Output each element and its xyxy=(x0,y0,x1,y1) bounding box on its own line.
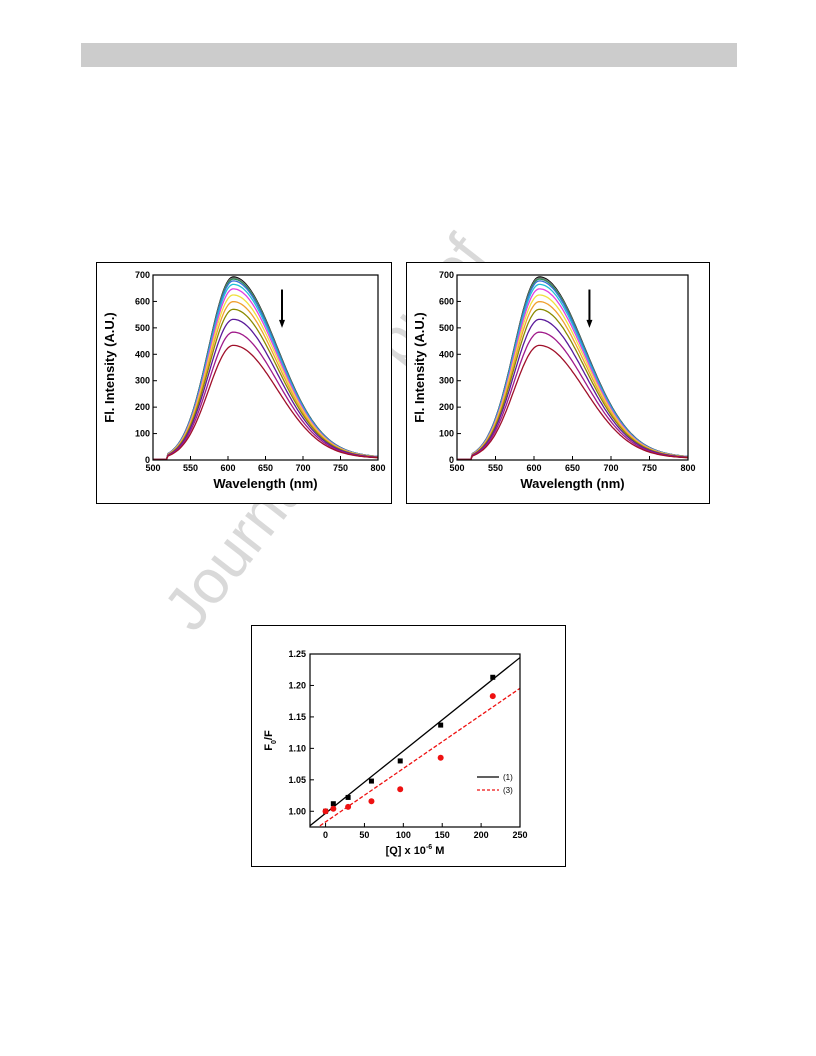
spectrum-chart-right: 500 550 600 650 700 750 800 0 100 200 300 400 500 600… xyxy=(406,262,710,504)
y-tick-label-700: 700 xyxy=(439,270,454,280)
y-tick-label-1.05: 1.05 xyxy=(288,775,306,785)
legend-label-0: (1) xyxy=(503,773,513,782)
spectrum-curve-10 xyxy=(153,331,379,461)
x-axis-title: Wavelength (nm) xyxy=(213,476,317,491)
y-axis-title: F0/F xyxy=(263,730,278,751)
spectrum-chart-left-svg: 500 550 600 650 700 750 800 0 100 200 300 400 500 600… xyxy=(102,270,386,491)
x-tick-label-750: 750 xyxy=(333,463,348,473)
y-tick-label-1.20: 1.20 xyxy=(288,680,306,690)
y-tick-label-400: 400 xyxy=(439,349,454,359)
y-tick-label-0: 0 xyxy=(449,455,454,465)
y-tick-label-200: 200 xyxy=(135,402,150,412)
fit-line-0 xyxy=(310,657,520,827)
y-tick-label-400: 400 xyxy=(135,349,150,359)
stern-volmer-chart: 0 50 100 150 200 250 1.00 1.05 1.10 1.15 1.20 1.25 [… xyxy=(251,625,566,867)
data-point-s0-6 xyxy=(490,674,496,680)
x-tick-label-100: 100 xyxy=(396,830,411,840)
y-tick-label-100: 100 xyxy=(135,429,150,439)
x-tick-label-500: 500 xyxy=(449,463,464,473)
x-tick-label-550: 550 xyxy=(488,463,503,473)
y-tick-label-1.10: 1.10 xyxy=(288,743,306,753)
x-tick-label-750: 750 xyxy=(642,463,657,473)
spectrum-curve-10 xyxy=(457,331,689,461)
x-tick-label-650: 650 xyxy=(258,463,273,473)
y-tick-label-1.25: 1.25 xyxy=(288,649,306,659)
y-axis-title: Fl. Intensity (A.U.) xyxy=(102,312,117,423)
decrease-arrow-head xyxy=(586,319,593,328)
fit-line-1 xyxy=(317,687,520,827)
y-tick-label-200: 200 xyxy=(439,402,454,412)
data-point-s0-1 xyxy=(330,801,336,807)
header-bar xyxy=(81,43,737,67)
y-tick-label-300: 300 xyxy=(135,376,150,386)
x-axis-title: Wavelength (nm) xyxy=(520,476,624,491)
spectrum-curve-9 xyxy=(457,318,689,461)
spectrum-curve-11 xyxy=(153,344,378,461)
data-point-s1-0 xyxy=(322,808,329,815)
x-tick-label-600: 600 xyxy=(220,463,235,473)
x-tick-label-550: 550 xyxy=(183,463,198,473)
y-axis-title: Fl. Intensity (A.U.) xyxy=(412,312,427,423)
x-tick-label-800: 800 xyxy=(370,463,385,473)
spectrum-curve-9 xyxy=(153,318,379,461)
spectrum-chart-right-svg: 500 550 600 650 700 750 800 0 100 200 300 400 500 600… xyxy=(412,270,696,491)
stern-volmer-chart-svg: 0 50 100 150 200 250 1.00 1.05 1.10 1.15 1.20 1.25 [… xyxy=(263,649,528,857)
y-tick-label-600: 600 xyxy=(439,296,454,306)
x-tick-label-250: 250 xyxy=(512,830,527,840)
legend-label-1: (3) xyxy=(503,786,513,795)
data-point-s0-3 xyxy=(368,778,374,784)
x-tick-label-500: 500 xyxy=(145,463,160,473)
data-point-s1-6 xyxy=(489,693,496,700)
y-tick-label-0: 0 xyxy=(145,455,150,465)
x-tick-label-150: 150 xyxy=(435,830,450,840)
x-tick-label-700: 700 xyxy=(295,463,310,473)
x-tick-label-700: 700 xyxy=(603,463,618,473)
x-tick-label-800: 800 xyxy=(680,463,695,473)
spectrum-curve-11 xyxy=(457,344,688,461)
data-point-s0-4 xyxy=(397,758,403,764)
y-tick-label-500: 500 xyxy=(439,323,454,333)
x-tick-label-200: 200 xyxy=(474,830,489,840)
x-axis-title: [Q] x 10-6 M xyxy=(386,844,445,857)
plot-frame xyxy=(309,653,521,828)
y-tick-label-500: 500 xyxy=(135,323,150,333)
y-tick-label-300: 300 xyxy=(439,376,454,386)
data-point-s0-2 xyxy=(345,794,351,800)
data-point-s1-2 xyxy=(345,803,352,810)
data-point-s1-1 xyxy=(330,805,337,812)
x-tick-label-0: 0 xyxy=(323,830,328,840)
spectrum-chart-left: 500 550 600 650 700 750 800 0 100 200 300 400 500 600… xyxy=(96,262,392,504)
data-point-s1-4 xyxy=(397,786,404,793)
data-point-s0-5 xyxy=(438,722,444,728)
x-tick-label-600: 600 xyxy=(526,463,541,473)
y-tick-label-100: 100 xyxy=(439,429,454,439)
y-tick-label-1.15: 1.15 xyxy=(288,712,306,722)
x-tick-label-50: 50 xyxy=(359,830,369,840)
data-point-s1-5 xyxy=(437,754,444,761)
x-tick-label-650: 650 xyxy=(565,463,580,473)
y-tick-label-700: 700 xyxy=(135,270,150,280)
y-tick-label-1.00: 1.00 xyxy=(288,806,306,816)
decrease-arrow-head xyxy=(279,319,285,328)
y-tick-label-600: 600 xyxy=(135,296,150,306)
data-point-s1-3 xyxy=(368,798,375,805)
